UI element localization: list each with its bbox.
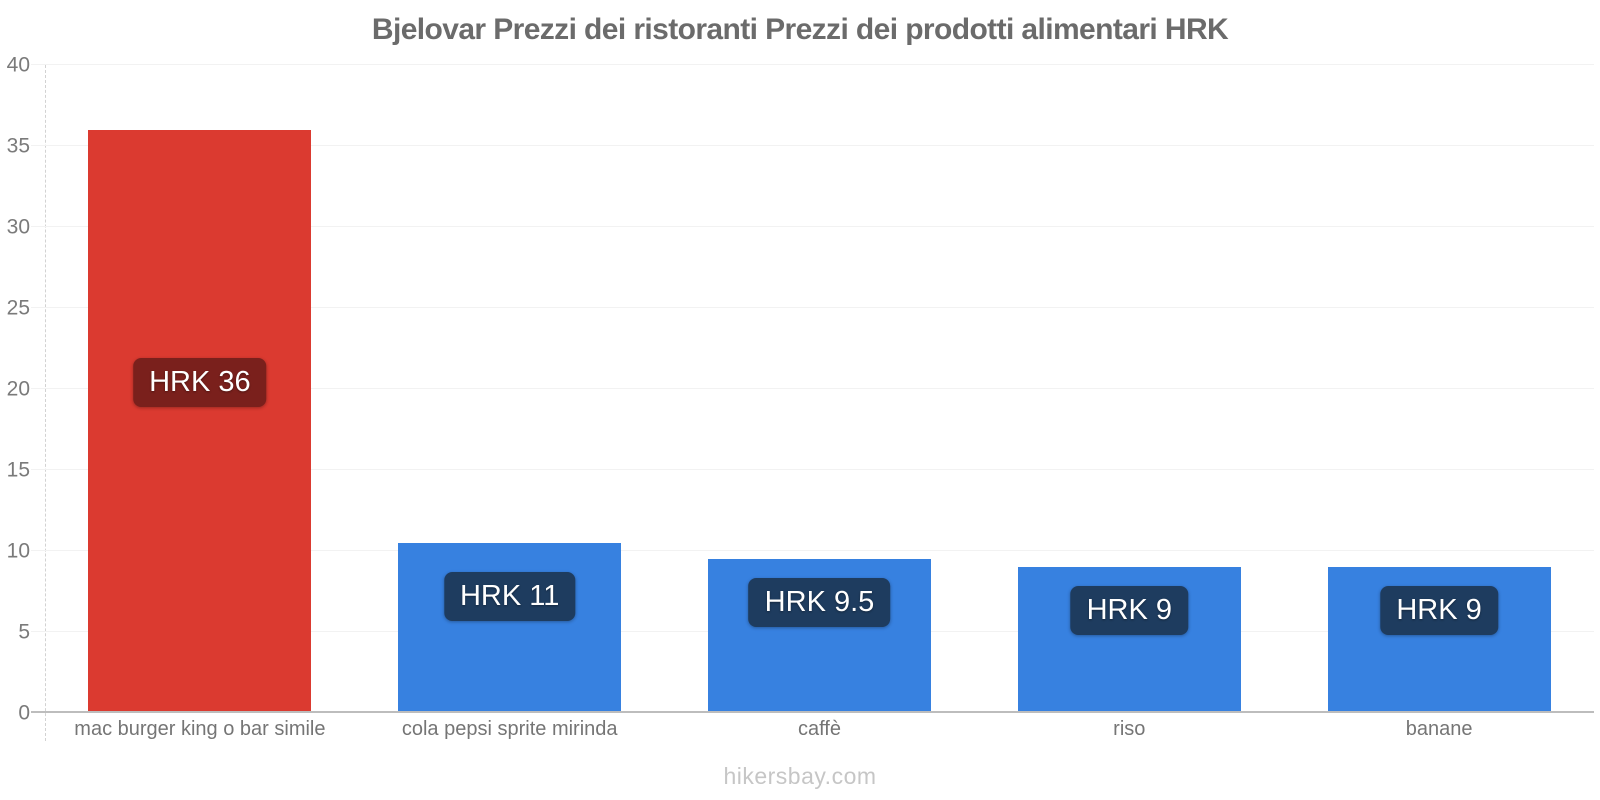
- y-axis-tick-label: 10: [6, 539, 30, 563]
- bar-slot: HRK 11: [355, 65, 665, 713]
- gridline: [31, 550, 1594, 551]
- bar-slot: HRK 36: [45, 65, 355, 713]
- x-axis-baseline: [31, 711, 1594, 713]
- y-axis-tick-label: 5: [18, 620, 30, 644]
- bar-4: HRK 9: [1017, 567, 1241, 713]
- bar-value-badge: HRK 9.5: [748, 578, 891, 627]
- bar-2: HRK 11: [398, 542, 622, 713]
- bar-5: HRK 9: [1327, 567, 1551, 713]
- bar-1: HRK 36: [88, 129, 312, 713]
- y-axis-tick-labels: 0 5 10 15 20 25 30 35 40: [0, 55, 30, 724]
- bar-slot: HRK 9: [1284, 65, 1594, 713]
- y-axis-tick-label: 20: [6, 377, 30, 401]
- gridline: [31, 64, 1594, 65]
- y-axis-tick-label: 35: [6, 134, 30, 158]
- chart-title: Bjelovar Prezzi dei ristoranti Prezzi de…: [371, 13, 1229, 46]
- y-axis-tick-label: 25: [6, 296, 30, 320]
- bar-series: HRK 36 HRK 11 HRK 9.5 HRK 9 HRK 9: [45, 65, 1594, 713]
- bar-value-badge: HRK 9: [1070, 586, 1188, 635]
- bar-value-badge: HRK 9: [1380, 586, 1498, 635]
- gridline: [31, 145, 1594, 146]
- gridline: [31, 307, 1594, 308]
- bar-value-badge: HRK 36: [133, 357, 267, 407]
- plot-area: HRK 36 HRK 11 HRK 9.5 HRK 9 HRK 9: [31, 64, 1594, 713]
- x-axis-label: mac burger king o bar simile: [74, 718, 326, 740]
- x-axis-label: riso: [1113, 718, 1146, 740]
- watermark: hikersbay.com: [0, 763, 1600, 790]
- x-axis-category-labels: mac burger king o bar simile cola pepsi s…: [45, 716, 1594, 742]
- bar-slot: HRK 9.5: [665, 65, 975, 713]
- bar-3: HRK 9.5: [707, 559, 932, 713]
- x-axis-label: caffè: [797, 718, 841, 740]
- x-axis-label: cola pepsi sprite mirinda: [401, 718, 618, 740]
- y-axis-tick-label: 40: [6, 53, 30, 77]
- watermark-link[interactable]: hikersbay.com: [723, 763, 877, 789]
- y-axis-tick-label: 0: [18, 701, 30, 725]
- x-axis-label: banane: [1405, 718, 1473, 740]
- bar-slot: HRK 9: [974, 65, 1284, 713]
- gridline: [31, 469, 1594, 470]
- gridline: [31, 388, 1594, 389]
- bar-value-badge: HRK 11: [443, 571, 576, 621]
- y-axis-tick-label: 15: [6, 458, 30, 482]
- gridline: [31, 226, 1594, 227]
- y-axis-line: [45, 65, 46, 741]
- y-axis-tick-label: 30: [6, 215, 30, 239]
